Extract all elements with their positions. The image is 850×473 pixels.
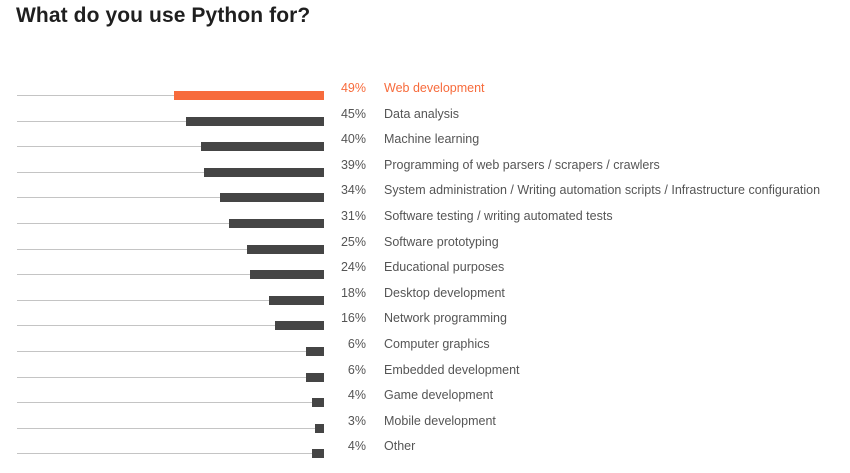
bar (311, 398, 324, 408)
value-label: 40% (340, 132, 366, 147)
bar-row: 4% Game development (0, 388, 850, 422)
bar-track (17, 167, 324, 177)
bar-track (17, 142, 324, 152)
bar-row: 16% Network programming (0, 311, 850, 345)
value-label: 6% (347, 362, 366, 377)
bar-row: 18% Desktop development (0, 286, 850, 320)
bar (185, 116, 324, 126)
bar (305, 347, 324, 356)
category-label: Mobile development (384, 413, 496, 428)
bar-row: 6% Computer graphics (0, 337, 850, 371)
category-label: Web development (384, 81, 485, 95)
bar-row: 45% Data analysis (0, 107, 850, 141)
category-label: Embedded development (384, 362, 520, 377)
category-label: Other (384, 439, 416, 454)
bar-track (17, 219, 324, 228)
value-label: 31% (340, 209, 366, 223)
bar (228, 219, 324, 228)
bar-track (17, 91, 324, 100)
category-label: Software testing / writing automated tes… (384, 209, 613, 223)
bar-row: 24% Educational purposes (0, 260, 850, 294)
value-label: 45% (340, 106, 366, 121)
chart-title: What do you use Python for? (16, 4, 311, 27)
category-label: Machine learning (384, 132, 480, 147)
bar-track (17, 449, 324, 459)
bar-row: 31% Software testing / writing automated … (0, 209, 850, 243)
category-label: System administration / Writing automati… (384, 183, 821, 198)
value-label: 24% (340, 260, 366, 275)
bar-row: 40% Machine learning (0, 132, 850, 166)
bar-track (17, 244, 324, 254)
bar-row: 39% Programming of web parsers / scrapers… (0, 158, 850, 192)
bar-track (17, 295, 324, 305)
category-label: Computer graphics (384, 337, 490, 351)
category-label: Programming of web parsers / scrapers / … (384, 157, 660, 172)
bar-track (17, 423, 324, 433)
value-label: 25% (340, 234, 366, 249)
bar (311, 449, 324, 459)
value-label: 49% (340, 81, 366, 95)
bar (247, 244, 324, 254)
bar (314, 423, 324, 433)
bar-row: 4% Other (0, 439, 850, 473)
bar-row: 3% Mobile development (0, 414, 850, 448)
bar-row: 49% Web development (0, 81, 850, 115)
value-label: 4% (347, 439, 366, 454)
category-label: Network programming (384, 311, 507, 326)
bar-track (17, 116, 324, 126)
bar-row: 6% Embedded development (0, 363, 850, 397)
category-label: Data analysis (384, 106, 460, 121)
value-label: 4% (347, 388, 366, 403)
bar (268, 295, 324, 305)
category-label: Game development (384, 388, 494, 403)
category-label: Educational purposes (384, 260, 505, 275)
bar (305, 372, 324, 382)
bar (250, 270, 324, 280)
bar-track (17, 193, 324, 203)
value-label: 34% (340, 183, 366, 198)
category-label: Desktop development (384, 285, 505, 300)
bar-track (17, 270, 324, 280)
bar (204, 167, 324, 177)
bar (173, 91, 324, 100)
value-label: 18% (340, 285, 366, 300)
value-label: 39% (340, 157, 366, 172)
bar (219, 193, 324, 203)
bar-row: 25% Software prototyping (0, 235, 850, 269)
bar-track (17, 372, 324, 382)
bar-track (17, 347, 324, 356)
category-label: Software prototyping (384, 234, 499, 249)
value-label: 3% (347, 413, 366, 428)
bar (274, 321, 324, 331)
bar-track (17, 398, 324, 408)
bar-track (17, 321, 324, 331)
bar-row: 34% System administration / Writing autom… (0, 183, 850, 217)
value-label: 16% (340, 311, 366, 326)
value-label: 6% (347, 337, 366, 351)
bar (201, 142, 324, 152)
